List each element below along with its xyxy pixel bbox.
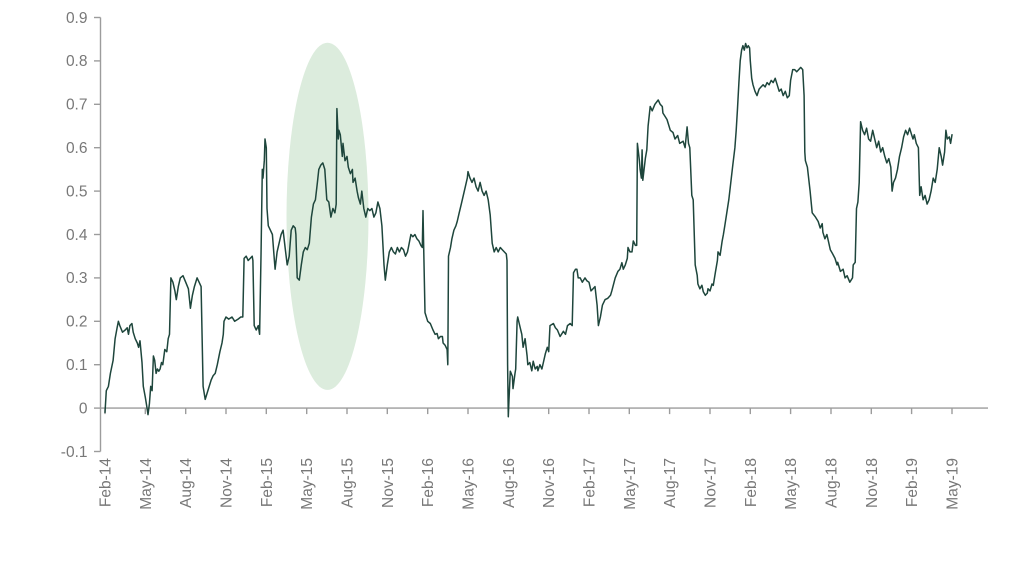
x-tick-label: Feb-18 [743,458,760,507]
y-tick-label: 0.3 [66,270,88,287]
x-tick-label: May-15 [299,458,316,510]
y-tick-label: 0.5 [66,183,88,200]
axes-layer [94,16,988,453]
x-tick-label: Nov-18 [864,458,881,508]
y-tick-label: 0.9 [66,10,88,27]
x-tick-label: Feb-14 [98,458,115,507]
x-tick-label: Aug-17 [662,458,679,508]
y-tick-label: -0.1 [61,444,88,461]
x-tick-label: Feb-19 [904,458,921,507]
x-tick-label: Nov-16 [541,458,558,508]
tick-label-layer: -0.1 0 0.1 0.2 0.3 0.4 0.5 0.6 0.7 0.8 0.9 Feb-14 Ma… [61,10,962,510]
x-tick-label: Aug-18 [824,458,841,508]
series-line [104,42,953,418]
highlight-ellipse [286,42,369,390]
x-tick-label: Nov-14 [219,458,236,508]
y-tick-label: 0.2 [66,314,88,331]
y-tick-label: 0.7 [66,97,88,114]
x-tick-label: May-19 [945,458,962,510]
x-tick-label: Nov-15 [380,458,397,508]
x-tick-label: Aug-16 [501,458,518,508]
y-tick-label: 0.1 [66,357,88,374]
x-tick-label: May-17 [622,458,639,510]
x-tick-label: Feb-15 [259,458,276,507]
x-tick-label: May-14 [138,458,155,510]
x-tick-label: Feb-17 [582,458,599,507]
y-tick-label: 0.8 [66,53,88,70]
x-tick-label: May-16 [461,458,478,510]
x-tick-label: Nov-17 [703,458,720,508]
x-tick-label: May-18 [783,458,800,510]
y-tick-label: 0.4 [66,227,88,244]
series-layer [104,42,953,418]
x-tick-label: Feb-16 [420,458,437,507]
y-tick-label: 0.6 [66,140,88,157]
highlight-layer [286,42,369,390]
x-tick-label: Aug-14 [178,458,195,508]
y-tick-label: 0 [79,400,88,417]
x-tick-label: Aug-15 [340,458,357,508]
